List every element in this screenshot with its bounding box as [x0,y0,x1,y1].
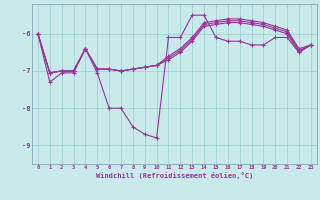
X-axis label: Windchill (Refroidissement éolien,°C): Windchill (Refroidissement éolien,°C) [96,172,253,179]
